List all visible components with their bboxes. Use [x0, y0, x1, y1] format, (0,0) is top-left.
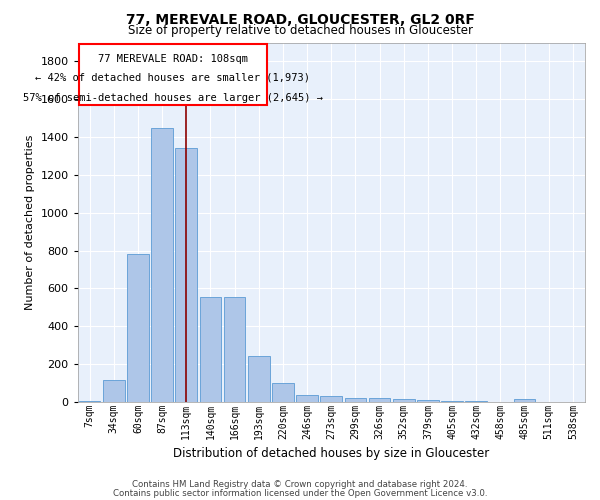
- Y-axis label: Number of detached properties: Number of detached properties: [25, 134, 35, 310]
- Bar: [344, 398, 367, 402]
- Text: Contains HM Land Registry data © Crown copyright and database right 2024.: Contains HM Land Registry data © Crown c…: [132, 480, 468, 489]
- Bar: [272, 383, 294, 402]
- Bar: [175, 148, 197, 402]
- Bar: [248, 356, 269, 402]
- Bar: [393, 399, 415, 402]
- Text: 77, MEREVALE ROAD, GLOUCESTER, GL2 0RF: 77, MEREVALE ROAD, GLOUCESTER, GL2 0RF: [125, 12, 475, 26]
- Bar: [417, 400, 439, 402]
- Bar: [79, 401, 100, 402]
- Bar: [127, 254, 149, 402]
- Bar: [151, 128, 173, 402]
- Text: Size of property relative to detached houses in Gloucester: Size of property relative to detached ho…: [128, 24, 473, 37]
- Bar: [296, 396, 318, 402]
- Text: 77 MEREVALE ROAD: 108sqm: 77 MEREVALE ROAD: 108sqm: [98, 54, 248, 64]
- Bar: [441, 401, 463, 402]
- Bar: [369, 398, 391, 402]
- Text: Contains public sector information licensed under the Open Government Licence v3: Contains public sector information licen…: [113, 489, 487, 498]
- Bar: [466, 401, 487, 402]
- X-axis label: Distribution of detached houses by size in Gloucester: Distribution of detached houses by size …: [173, 447, 490, 460]
- Bar: [514, 398, 535, 402]
- FancyBboxPatch shape: [79, 44, 267, 105]
- Text: ← 42% of detached houses are smaller (1,973): ← 42% of detached houses are smaller (1,…: [35, 73, 310, 83]
- Bar: [103, 380, 125, 402]
- Text: 57% of semi-detached houses are larger (2,645) →: 57% of semi-detached houses are larger (…: [23, 92, 323, 102]
- Bar: [224, 297, 245, 402]
- Bar: [320, 396, 342, 402]
- Bar: [200, 297, 221, 402]
